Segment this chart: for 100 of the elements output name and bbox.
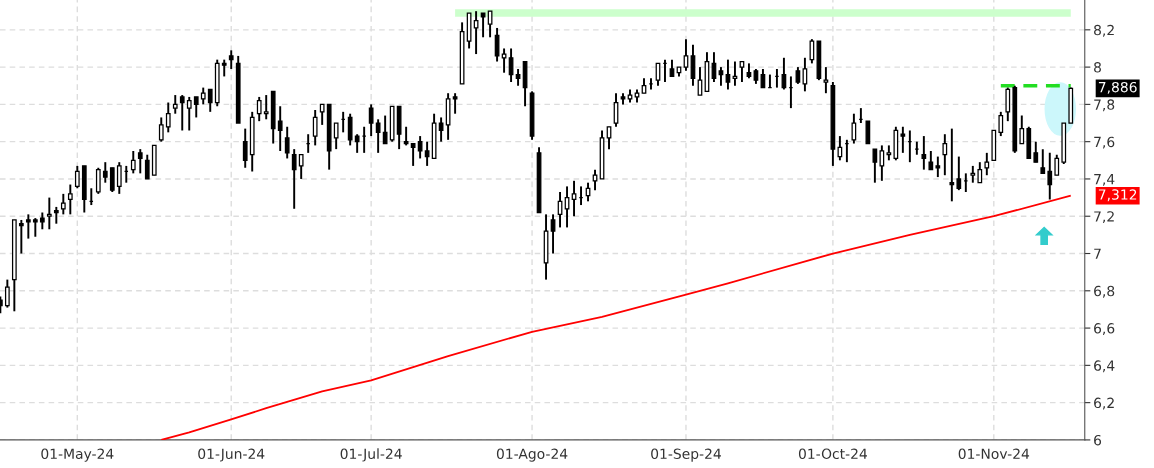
candlestick	[102, 161, 108, 184]
line-series	[160, 194, 1072, 440]
y-tick-label: 7,6	[1094, 136, 1115, 149]
candlestick	[144, 153, 150, 180]
y-tick-label: 7	[1094, 248, 1101, 259]
candlestick	[438, 116, 444, 143]
text: 7,886	[1098, 81, 1137, 94]
candlestick	[298, 153, 304, 180]
y-tick-label: 6	[1094, 434, 1102, 446]
y-tick-label: 6,2	[1094, 397, 1114, 410]
candlestick	[109, 166, 115, 193]
candlestick	[872, 148, 878, 184]
candlestick	[256, 95, 262, 123]
candlestick	[921, 135, 927, 171]
y-tick-label: 7,2	[1094, 211, 1114, 224]
candlestick	[571, 179, 577, 218]
y-tick-label: 6,4	[1094, 360, 1115, 373]
y-tick-label: 6,8	[1094, 285, 1115, 298]
candlestick	[130, 150, 136, 175]
candlestick	[725, 58, 731, 91]
candlestick	[501, 47, 507, 74]
candlestick	[116, 161, 122, 195]
candlestick	[480, 12, 486, 39]
candlestick	[165, 101, 171, 134]
y-tick-label: 8	[1094, 62, 1101, 73]
candlestick	[382, 114, 388, 145]
candlestick	[928, 150, 934, 171]
x-tick-label: 01-Jun-24	[198, 448, 265, 462]
y-tick-label: 8,2	[1094, 24, 1114, 37]
candlestick	[263, 94, 269, 121]
candlestick	[823, 66, 829, 95]
candlestick	[354, 133, 360, 154]
candlestick	[550, 213, 556, 255]
candlestick	[284, 125, 290, 160]
candlestick	[228, 49, 234, 70]
candlestick	[1047, 151, 1053, 201]
y-tick-label: 7,8	[1094, 99, 1115, 112]
candlestick	[179, 94, 185, 132]
candlestick	[900, 125, 906, 154]
candlestick	[683, 38, 689, 72]
candlestick	[347, 112, 353, 147]
text: 7,312	[1098, 189, 1137, 202]
candlestick	[802, 56, 808, 93]
candlestick	[4, 278, 10, 309]
x-tick-label: 01-May-24	[41, 448, 114, 462]
candlestick	[739, 60, 745, 83]
candlestick	[333, 122, 339, 151]
candlestick	[473, 10, 479, 56]
candlestick	[837, 135, 843, 162]
candlestick	[732, 60, 738, 87]
candlestick	[18, 218, 24, 255]
candlestick	[879, 144, 885, 182]
candlestick	[984, 151, 990, 177]
candlestick	[32, 217, 38, 238]
candlestick	[291, 148, 297, 210]
y-tick-label: 7,4	[1094, 174, 1115, 186]
candlestick	[193, 95, 199, 119]
candlestick	[207, 88, 213, 113]
candlestick	[375, 118, 381, 154]
x-tick-label: 01-Sep-24	[651, 448, 721, 462]
y-tick-label: 6,6	[1094, 323, 1115, 335]
candlestick	[606, 125, 612, 151]
candlestick	[998, 110, 1004, 138]
candlestick	[25, 213, 31, 240]
candlestick	[277, 105, 283, 152]
candlestick	[851, 112, 857, 145]
candlestick	[949, 127, 955, 203]
x-tick-label: 01-Ago-24	[496, 448, 568, 462]
candlestick	[95, 166, 101, 195]
candlestick	[1019, 114, 1025, 145]
x-tick-label: 01-Oct-24	[798, 448, 867, 459]
candlestick	[67, 183, 73, 216]
x-tick-label: 01-Jul-24	[340, 448, 402, 462]
candlestick	[186, 95, 192, 132]
candlestick	[417, 135, 423, 160]
candlestick	[158, 116, 164, 143]
candlestick	[452, 92, 458, 115]
candlestick	[410, 142, 416, 167]
candlestick	[312, 109, 318, 147]
candlestick	[172, 94, 178, 115]
candlestick	[242, 127, 248, 169]
candlestick	[942, 133, 948, 177]
candlestick	[368, 103, 374, 138]
candlestick	[46, 196, 52, 231]
candlestick	[1040, 148, 1046, 175]
candlestick	[137, 148, 143, 175]
candlestick	[1054, 153, 1060, 177]
candlestick	[718, 66, 724, 87]
candlestick	[956, 155, 962, 192]
candlestick	[1033, 140, 1039, 164]
candlestick	[60, 192, 66, 216]
candlestick	[977, 161, 983, 184]
x-tick-label: 01-Nov-24	[958, 448, 1030, 459]
candlestick	[74, 164, 80, 190]
candlestick	[1005, 86, 1011, 123]
candlestick	[424, 140, 430, 167]
candlestick	[865, 120, 871, 145]
candlestick	[319, 103, 325, 126]
candlestick	[935, 155, 941, 179]
candlestick	[403, 125, 409, 147]
